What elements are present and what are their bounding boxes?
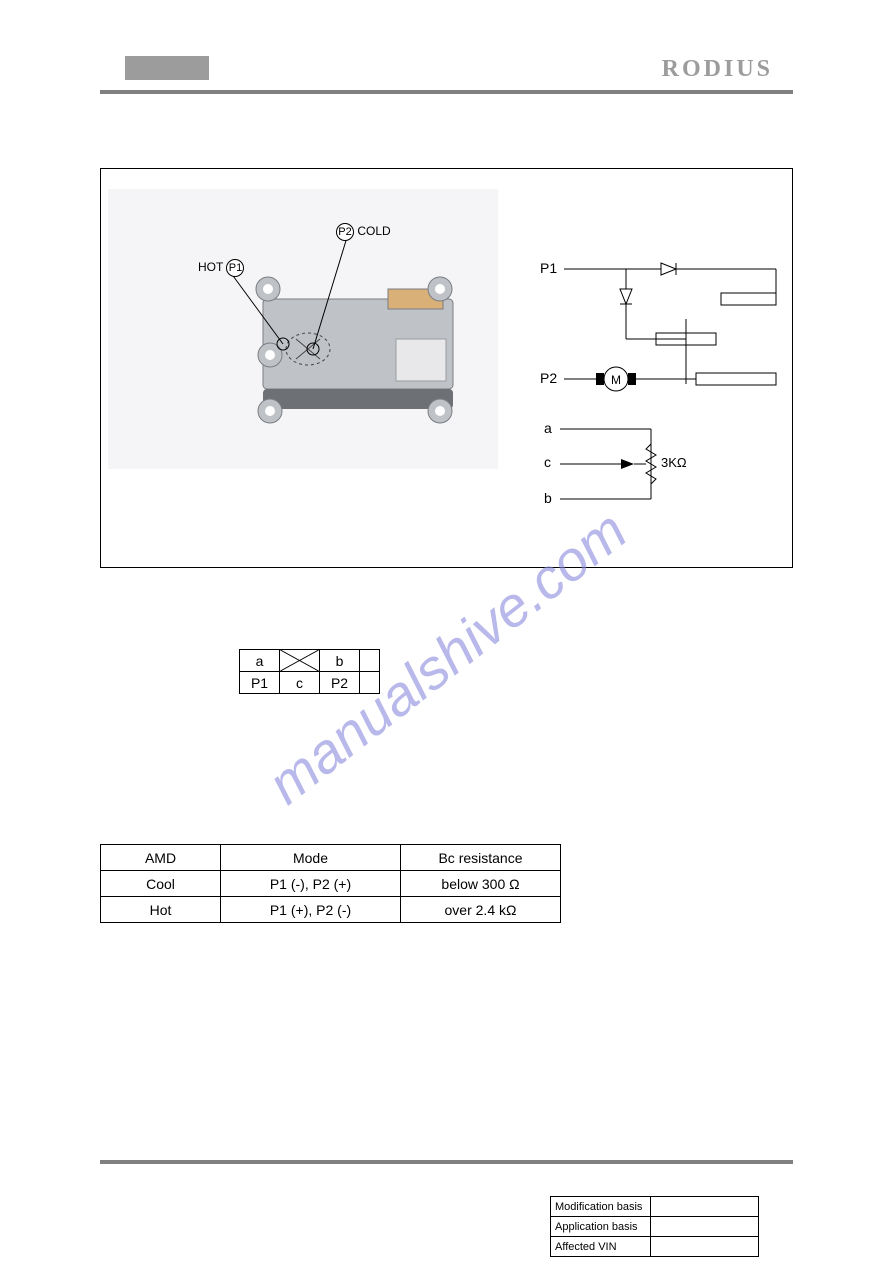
cell: Cool	[101, 871, 221, 897]
cell	[651, 1237, 759, 1257]
svg-text:c: c	[544, 454, 551, 470]
table-row: Hot P1 (+), P2 (-) over 2.4 kΩ	[101, 897, 561, 923]
cell: b	[320, 650, 360, 672]
p1-text: P1	[540, 260, 557, 276]
col-header: AMD	[101, 845, 221, 871]
pin-table: a b P1 c P2	[239, 649, 380, 694]
cell: Modification basis	[551, 1197, 651, 1217]
meta-table: Modification basis Application basis Aff…	[550, 1196, 759, 1257]
cell: P1	[240, 672, 280, 694]
cell: P1 (-), P2 (+)	[221, 871, 401, 897]
col-header: Bc resistance	[401, 845, 561, 871]
cell	[651, 1217, 759, 1237]
table-row: Cool P1 (-), P2 (+) below 300 Ω	[101, 871, 561, 897]
p2-text: P2	[540, 370, 557, 386]
svg-text:3KΩ: 3KΩ	[661, 455, 687, 470]
header-block	[125, 56, 209, 80]
cell: a	[240, 650, 280, 672]
cell: Hot	[101, 897, 221, 923]
bottom-rule	[100, 1160, 793, 1164]
component-svg	[108, 189, 498, 469]
table-row: a b	[240, 650, 380, 672]
cell	[360, 672, 380, 694]
svg-text:a: a	[544, 420, 552, 436]
cell: P2	[320, 672, 360, 694]
table-row: Application basis	[551, 1217, 759, 1237]
table-row: AMD Mode Bc resistance	[101, 845, 561, 871]
table-row: P1 c P2	[240, 672, 380, 694]
hot-label: HOT P1	[198, 259, 244, 277]
cell	[280, 650, 320, 672]
diagram-panel: HOT P1 P2 COLD a b P1 c P2 P1	[100, 168, 793, 568]
cell: Application basis	[551, 1217, 651, 1237]
table-row: Affected VIN	[551, 1237, 759, 1257]
cell	[360, 650, 380, 672]
cell: P1 (+), P2 (-)	[221, 897, 401, 923]
component-photo: HOT P1 P2 COLD	[108, 189, 498, 469]
cell: over 2.4 kΩ	[401, 897, 561, 923]
cell: below 300 Ω	[401, 871, 561, 897]
motor-text: M	[611, 373, 621, 387]
top-rule	[100, 90, 793, 94]
table-row: Modification basis	[551, 1197, 759, 1217]
svg-text:b: b	[544, 490, 552, 506]
brand-logo: RODIUS	[662, 56, 773, 83]
cold-label: P2 COLD	[336, 223, 391, 241]
cell: Affected VIN	[551, 1237, 651, 1257]
cell	[651, 1197, 759, 1217]
cell: c	[280, 672, 320, 694]
data-table: AMD Mode Bc resistance Cool P1 (-), P2 (…	[100, 844, 561, 923]
schematic: P1 P2 M a	[526, 229, 781, 509]
col-header: Mode	[221, 845, 401, 871]
